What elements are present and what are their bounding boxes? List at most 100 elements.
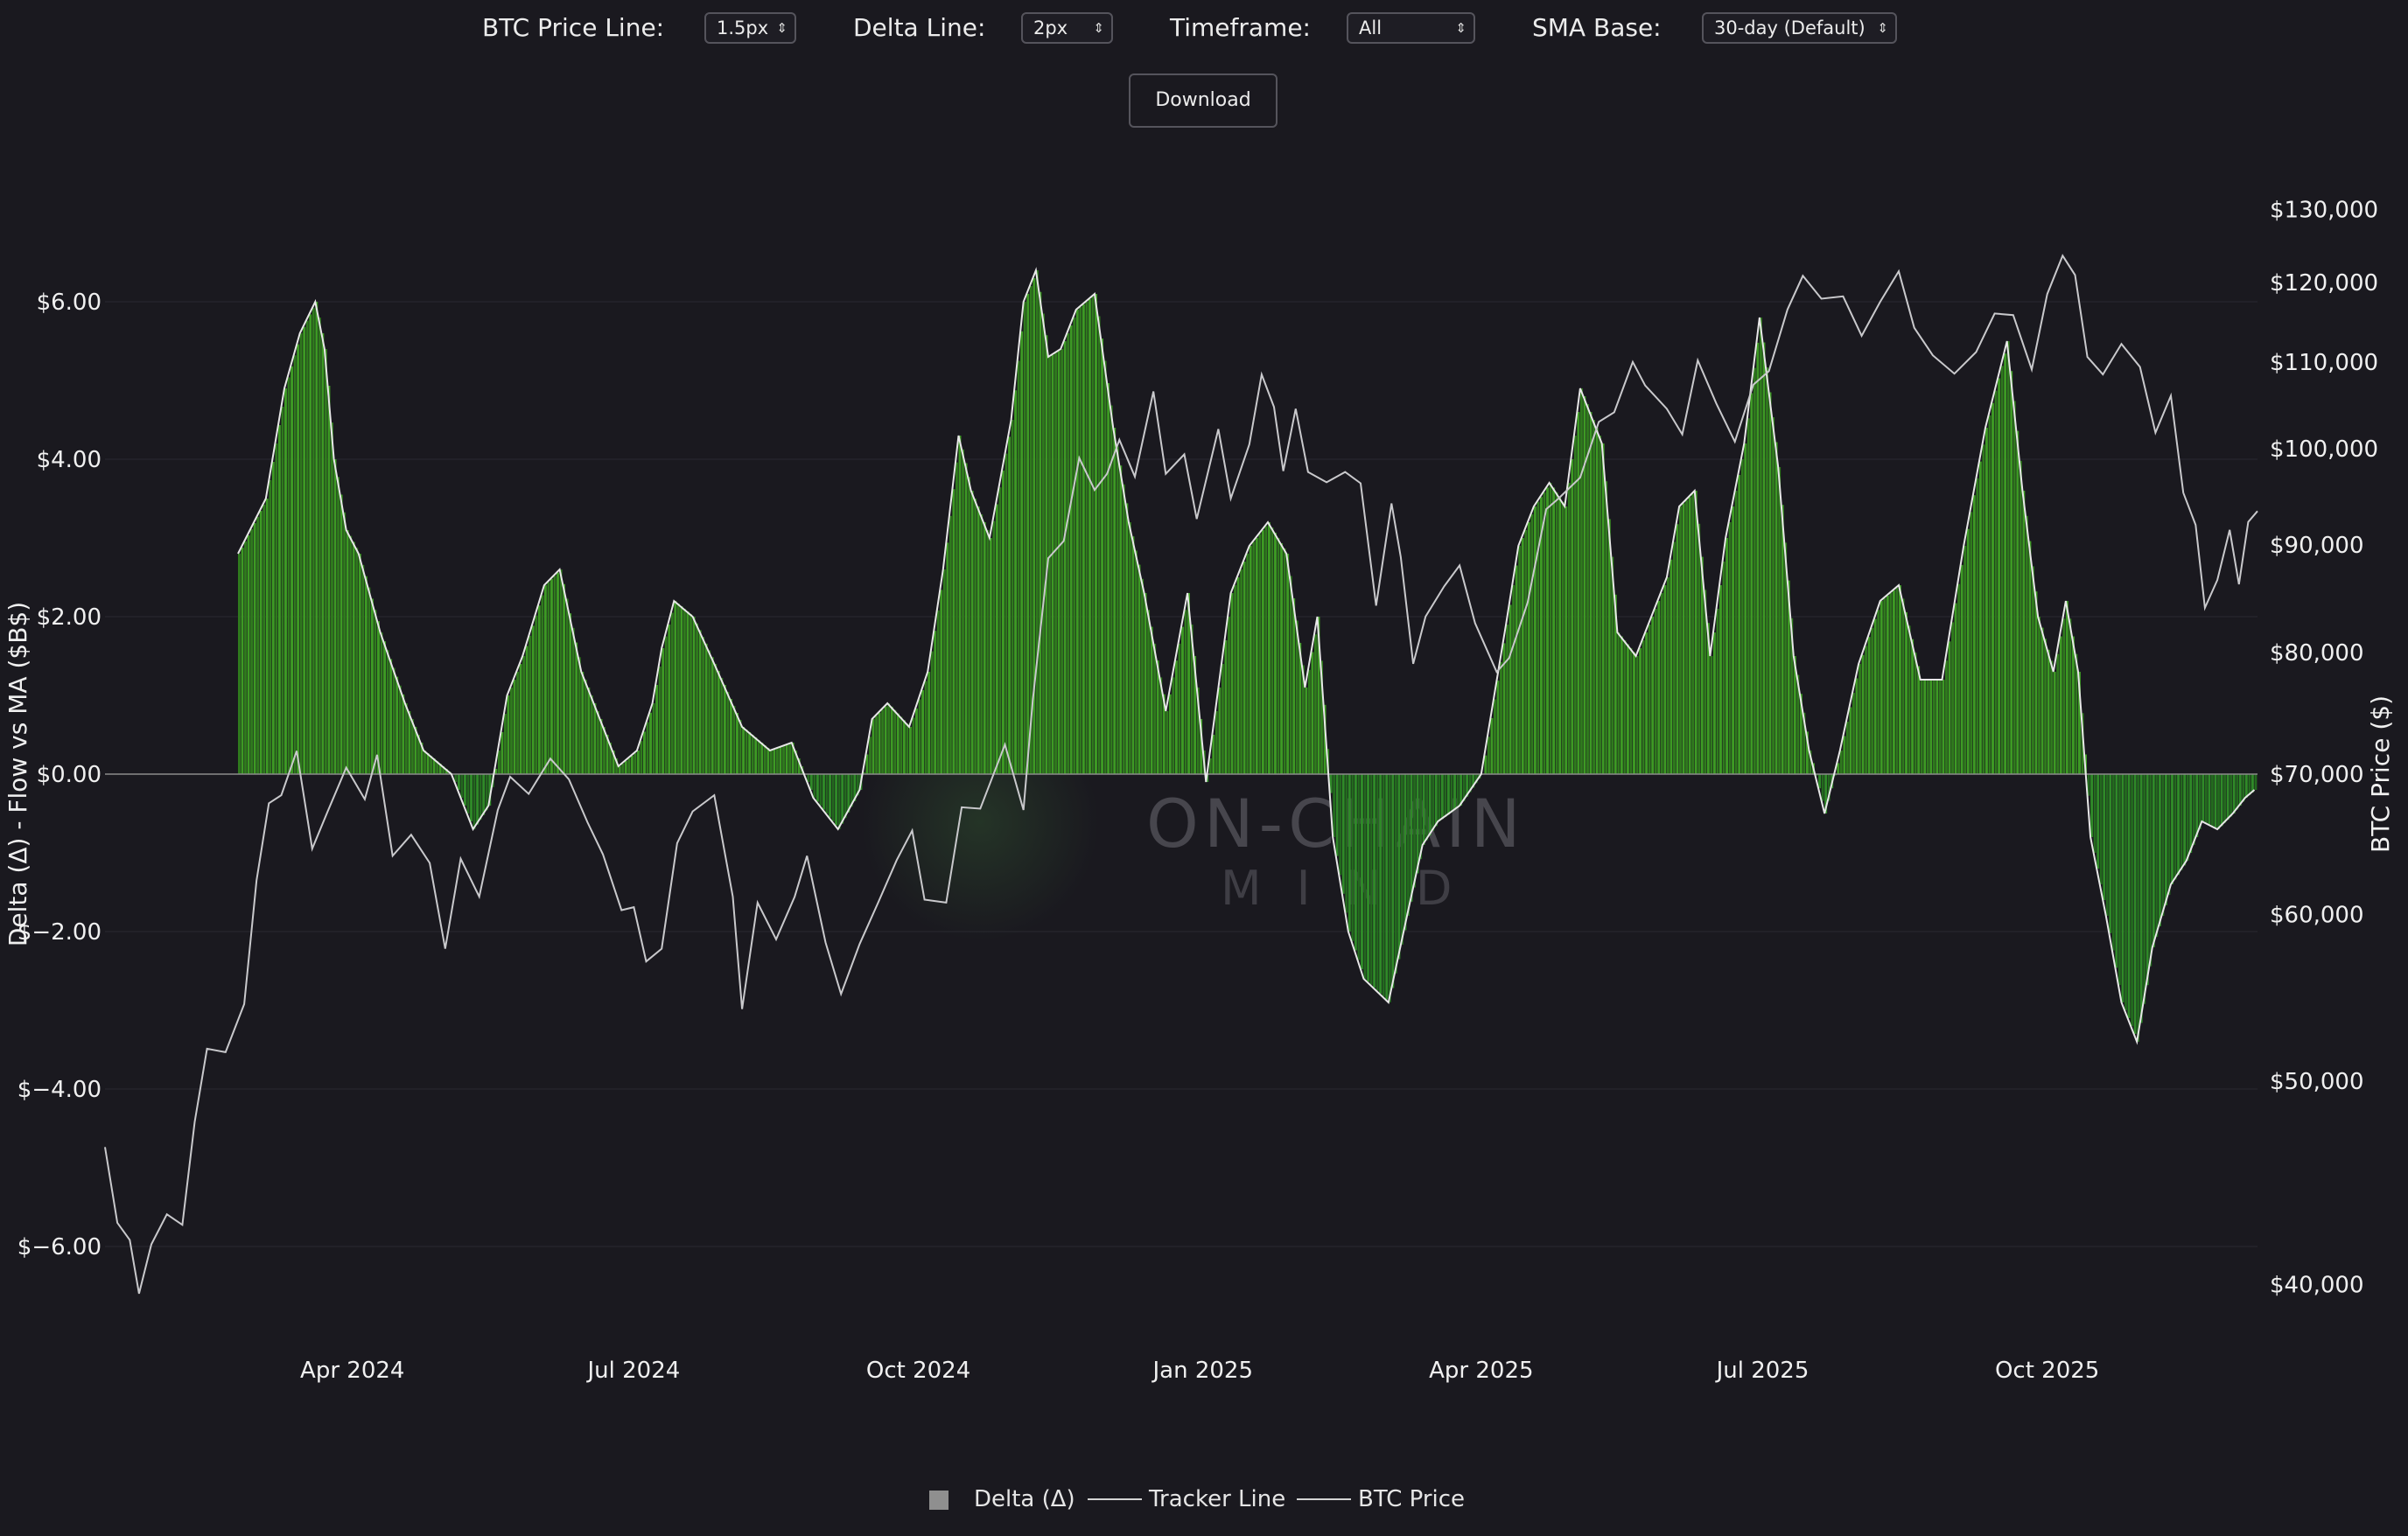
delta-bar <box>989 538 992 774</box>
delta-bar <box>1583 396 1586 774</box>
delta-bar <box>875 716 878 774</box>
delta-bar <box>1002 470 1004 774</box>
delta-bar <box>674 601 677 774</box>
delta-bar <box>1095 294 1097 774</box>
delta-bar <box>1976 478 1979 774</box>
delta-bar <box>829 774 831 818</box>
delta-bar <box>1255 538 1258 774</box>
delta-bar <box>2068 618 2072 774</box>
delta-bar <box>1166 711 1169 774</box>
delta-bar <box>510 688 513 774</box>
delta-bar <box>2022 491 2026 774</box>
delta-bar <box>865 754 869 774</box>
delta-bar <box>1361 774 1363 970</box>
delta-bar <box>970 491 974 774</box>
btc-price-line <box>104 254 2258 1295</box>
delta-bar <box>1787 580 1790 774</box>
delta-bar <box>643 731 646 774</box>
delta-bar <box>1041 313 1045 774</box>
delta-bar <box>312 308 315 774</box>
delta-bar <box>723 685 726 774</box>
delta-bar <box>2167 774 2171 895</box>
delta-bar <box>457 774 460 790</box>
delta-bar <box>1635 656 1639 774</box>
sma-base-select[interactable]: 30-day (Default) ⇕ <box>1702 12 1897 44</box>
delta-bar <box>962 449 964 774</box>
delta-legend-swatch <box>929 1491 948 1510</box>
x-tick-label: Jan 2025 <box>1151 1358 1253 1384</box>
delta-bar <box>281 407 284 774</box>
delta-bar <box>287 377 290 774</box>
delta-bar <box>1181 626 1184 774</box>
delta-bar <box>1138 564 1141 774</box>
delta-bar <box>1101 339 1104 774</box>
right-tick-label: $50,000 <box>2270 1069 2364 1095</box>
chart-legend: Delta (Δ) Tracker Line BTC Price <box>0 1482 2408 1517</box>
delta-bar <box>702 637 705 774</box>
price-legend-line <box>1297 1498 1351 1500</box>
delta-bar <box>1307 669 1311 774</box>
delta-bar <box>1899 585 1901 774</box>
price-line-select[interactable]: 1.5px ⇕ <box>704 12 796 44</box>
delta-bar <box>835 774 838 826</box>
delta-bar <box>1533 506 1536 774</box>
delta-bar <box>816 774 819 802</box>
delta-bar <box>2195 774 2199 837</box>
delta-bar <box>1527 522 1530 774</box>
delta-bar <box>1964 546 1967 774</box>
delta-bar <box>1914 653 1917 774</box>
right-tick-label: $90,000 <box>2270 533 2364 559</box>
delta-bar <box>1388 774 1391 1002</box>
x-tick-label: Oct 2024 <box>866 1358 970 1384</box>
delta-bar <box>1200 719 1203 774</box>
delta-bar <box>1113 428 1116 774</box>
delta-bar <box>1404 774 1407 931</box>
delta-bar <box>986 530 990 774</box>
delta-bar <box>1738 475 1741 774</box>
delta-bar <box>1762 342 1766 774</box>
delta-bar <box>662 648 665 774</box>
delta-bar <box>2174 774 2177 880</box>
delta-bar <box>1951 622 1955 774</box>
delta-bar <box>485 774 488 811</box>
delta-bar <box>1651 617 1655 774</box>
delta-bar <box>1317 617 1320 774</box>
delta-bar <box>2208 774 2211 825</box>
delta-bar <box>958 436 962 774</box>
delta-bar <box>503 714 507 774</box>
delta-bar <box>1119 465 1123 774</box>
delta-line-select[interactable]: 2px ⇕ <box>1021 12 1113 44</box>
delta-bar <box>603 727 606 774</box>
delta-bar <box>1901 598 1905 774</box>
delta-bar <box>1230 593 1234 774</box>
delta-bar <box>998 487 1002 774</box>
delta-bar <box>1103 360 1107 774</box>
delta-bar <box>1676 524 1679 774</box>
delta-bar <box>893 709 897 774</box>
delta-bar <box>516 672 520 774</box>
price-line-value: 1.5px <box>717 17 769 38</box>
delta-bar <box>680 606 683 774</box>
timeframe-select[interactable]: All ⇕ <box>1347 12 1475 44</box>
delta-bar <box>1110 405 1113 774</box>
delta-bar <box>2210 774 2214 827</box>
delta-bar <box>321 333 325 774</box>
download-button[interactable]: Download <box>1129 73 1278 128</box>
delta-bars <box>237 270 2258 1042</box>
delta-bar <box>416 735 420 774</box>
delta-bar <box>1577 412 1580 774</box>
delta-bar <box>2139 774 2143 1023</box>
delta-bar <box>1694 491 1698 774</box>
delta-bar <box>1091 297 1095 774</box>
delta-bar <box>2137 774 2140 1042</box>
delta-bar <box>819 774 822 806</box>
delta-bar <box>634 753 637 774</box>
delta-bar <box>2056 653 2060 774</box>
delta-bar <box>1440 774 1444 820</box>
delta-bar <box>1984 428 1988 774</box>
delta-bar <box>1088 299 1091 774</box>
delta-bar <box>785 744 788 774</box>
delta-bar <box>587 688 591 774</box>
delta-bar <box>729 699 732 774</box>
delta-bar <box>1626 644 1629 774</box>
